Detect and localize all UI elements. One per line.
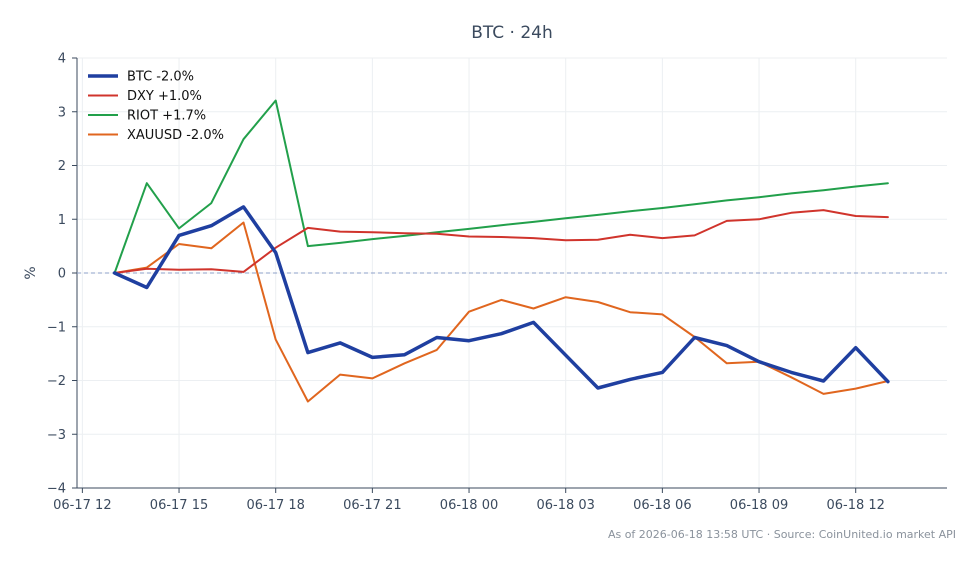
y-tick-label: 0 bbox=[58, 267, 66, 282]
series-line-dxy bbox=[113, 209, 889, 274]
x-tick-label: 06-18 12 bbox=[826, 498, 884, 513]
x-tick-label: 06-18 09 bbox=[730, 498, 788, 513]
y-tick-label: −4 bbox=[47, 482, 66, 497]
y-tick-label: −3 bbox=[47, 428, 66, 443]
chart-title: BTC · 24h bbox=[471, 23, 553, 43]
y-tick-label: 1 bbox=[58, 213, 66, 228]
legend-label: RIOT +1.7% bbox=[127, 109, 206, 124]
series-lines bbox=[112, 99, 890, 403]
footer-source-note: As of 2026-06-18 13:58 UTC · Source: Coi… bbox=[608, 528, 956, 541]
legend-label: DXY +1.0% bbox=[127, 89, 202, 104]
x-tick-label: 06-17 21 bbox=[343, 498, 401, 513]
legend: BTC -2.0% DXY +1.0% RIOT +1.7% XAUUSD -2.0% bbox=[88, 70, 224, 143]
x-tick-label: 06-17 18 bbox=[246, 498, 304, 513]
legend-label: BTC -2.0% bbox=[127, 70, 194, 85]
y-tick-label: 2 bbox=[58, 159, 66, 174]
x-tick-label: 06-17 15 bbox=[150, 498, 208, 513]
legend-label: XAUUSD -2.0% bbox=[127, 128, 224, 143]
series-line-xauusd bbox=[113, 221, 889, 403]
x-tick-label: 06-18 03 bbox=[536, 498, 594, 513]
y-tick-labels: 4 3 2 1 0 −1 −2 −3 −4 bbox=[47, 52, 66, 497]
x-tick-labels: 06-17 12 06-17 15 06-17 18 06-17 21 06-18 00… bbox=[53, 498, 885, 513]
y-tick-label: 3 bbox=[58, 105, 66, 120]
y-tick-label: −1 bbox=[47, 320, 66, 335]
y-axis-label: % bbox=[23, 266, 39, 279]
series-line-btc bbox=[112, 205, 890, 390]
series-line-riot bbox=[113, 99, 889, 274]
y-tick-label: 4 bbox=[58, 52, 66, 67]
x-tick-label: 06-18 00 bbox=[440, 498, 498, 513]
x-tick-label: 06-17 12 bbox=[53, 498, 111, 513]
y-tick-label: −2 bbox=[47, 374, 66, 389]
x-tick-label: 06-18 06 bbox=[633, 498, 691, 513]
